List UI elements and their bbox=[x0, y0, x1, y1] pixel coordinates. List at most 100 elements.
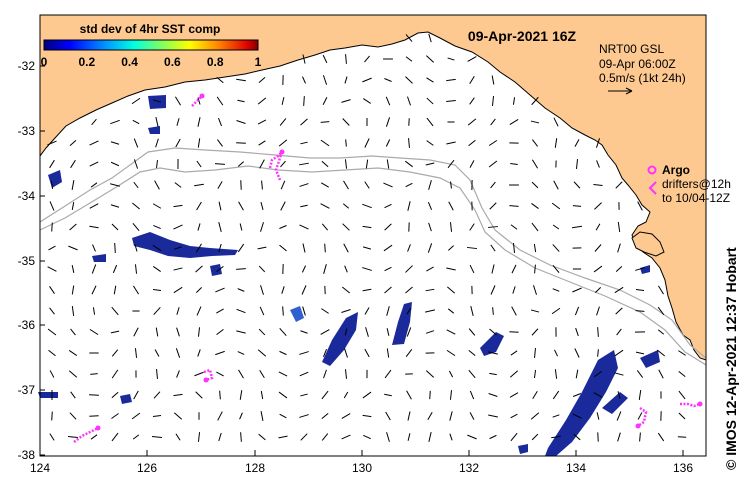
lat-tick-label: -37 bbox=[18, 383, 36, 397]
current-arrow bbox=[238, 369, 244, 379]
current-arrow bbox=[678, 350, 686, 356]
current-arrow bbox=[447, 308, 455, 314]
colorbar: std dev of 4hr SST comp 0 0.2 0.4 0.6 0.8 1 bbox=[41, 22, 262, 69]
current-arrow bbox=[279, 413, 287, 419]
current-legend-arrowhead bbox=[625, 87, 633, 95]
current-arrow bbox=[512, 97, 516, 105]
current-arrow bbox=[614, 349, 624, 357]
current-arrow bbox=[364, 138, 370, 148]
current-arrow bbox=[384, 369, 392, 379]
current-arrow bbox=[614, 372, 624, 376]
current-arrow bbox=[300, 118, 308, 126]
current-arrow bbox=[258, 328, 266, 336]
current-arrow bbox=[509, 370, 519, 378]
current-arrow bbox=[490, 181, 496, 189]
current-arrow bbox=[236, 330, 246, 334]
current-arrow bbox=[469, 75, 475, 85]
current-arrow bbox=[489, 328, 497, 336]
current-arrow bbox=[509, 331, 519, 333]
lon-tick-label: 128 bbox=[245, 461, 265, 475]
argo-legend-date: to 10/04-12Z bbox=[662, 191, 730, 205]
sst-patch bbox=[38, 392, 58, 398]
current-arrow bbox=[47, 266, 57, 272]
argo-drifter bbox=[697, 401, 703, 407]
current-arrow bbox=[636, 370, 644, 378]
current-arrow bbox=[278, 139, 288, 147]
current-arrow bbox=[218, 201, 222, 211]
current-arrow bbox=[260, 201, 264, 211]
current-arrow bbox=[278, 435, 288, 439]
current-arrow bbox=[89, 328, 99, 336]
current-arrow bbox=[196, 201, 202, 211]
current-arrow bbox=[386, 348, 390, 358]
current-arrow bbox=[405, 56, 413, 62]
current-arrow bbox=[344, 265, 348, 273]
current-arrow bbox=[196, 243, 202, 253]
current-arrow bbox=[134, 348, 138, 358]
current-arrow bbox=[299, 183, 309, 187]
current-arrow bbox=[237, 351, 245, 355]
current-arrow bbox=[344, 348, 348, 358]
current-arrow bbox=[216, 265, 224, 273]
current-arrow bbox=[637, 412, 643, 420]
current-arrow bbox=[386, 432, 390, 442]
current-arrow bbox=[617, 391, 621, 399]
current-arrow bbox=[617, 243, 621, 253]
current-arrow bbox=[111, 349, 119, 357]
sst-patch bbox=[518, 444, 528, 454]
current-arrow bbox=[239, 223, 243, 231]
current-arrow bbox=[596, 412, 600, 420]
current-arrow bbox=[281, 286, 285, 294]
current-arrow bbox=[552, 390, 560, 400]
current-arrow bbox=[278, 391, 288, 399]
current-arrow bbox=[425, 162, 435, 166]
lat-tick-label: -35 bbox=[18, 254, 36, 268]
current-arrow bbox=[491, 96, 495, 106]
current-arrow bbox=[363, 434, 371, 440]
current-arrow bbox=[530, 120, 540, 124]
current-arrow bbox=[320, 121, 330, 123]
current-arrow bbox=[449, 433, 453, 441]
current-arrow bbox=[384, 286, 392, 294]
current-arrow bbox=[531, 203, 539, 209]
current-arrow bbox=[131, 412, 141, 420]
current-arrow bbox=[488, 351, 498, 355]
current-arrow bbox=[405, 76, 413, 84]
current-arrow bbox=[468, 369, 476, 379]
current-arrow bbox=[407, 244, 411, 252]
current-arrow bbox=[468, 328, 476, 336]
current-arrow bbox=[342, 223, 350, 231]
current-arrow bbox=[534, 347, 536, 359]
argo-track bbox=[203, 368, 214, 382]
lon-tick-label: 130 bbox=[352, 461, 372, 475]
current-arrow bbox=[323, 264, 327, 274]
sst-patch bbox=[480, 332, 504, 356]
current-arrow bbox=[91, 264, 97, 274]
current-arrow bbox=[133, 181, 139, 189]
current-arrow bbox=[176, 370, 180, 378]
current-arrow bbox=[446, 78, 456, 82]
current-arrow bbox=[425, 309, 435, 313]
current-arrow bbox=[530, 309, 540, 313]
current-arrow bbox=[492, 307, 494, 315]
current-arrow bbox=[111, 391, 119, 399]
current-arrow bbox=[552, 414, 560, 418]
current-arrow bbox=[575, 369, 579, 379]
current-arrow bbox=[488, 414, 498, 418]
current-arrow bbox=[258, 140, 266, 146]
current-arrow bbox=[218, 243, 222, 253]
lat-tick-label: -32 bbox=[18, 59, 36, 73]
current-arrow bbox=[534, 264, 536, 274]
island bbox=[631, 231, 665, 257]
current-arrow bbox=[175, 138, 181, 148]
current-arrow bbox=[134, 244, 138, 252]
current-arrow bbox=[446, 329, 456, 335]
sst-patch bbox=[120, 394, 132, 404]
current-arrow bbox=[658, 285, 664, 295]
argo-legend-label: Argo bbox=[662, 163, 690, 177]
current-arrow bbox=[279, 225, 287, 229]
current-arrow bbox=[345, 139, 347, 147]
current-arrow bbox=[236, 308, 246, 314]
current-arrow bbox=[635, 289, 645, 291]
current-arrow bbox=[510, 432, 518, 442]
